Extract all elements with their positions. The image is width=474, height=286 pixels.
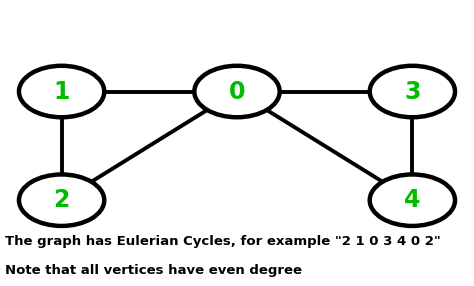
Circle shape — [19, 174, 104, 226]
Text: 2: 2 — [54, 188, 70, 212]
Text: 3: 3 — [404, 80, 420, 104]
Text: Note that all vertices have even degree: Note that all vertices have even degree — [5, 264, 302, 277]
Circle shape — [194, 66, 280, 117]
Circle shape — [370, 174, 455, 226]
Circle shape — [370, 66, 455, 117]
Text: 4: 4 — [404, 188, 420, 212]
Text: 0: 0 — [229, 80, 245, 104]
Circle shape — [19, 66, 104, 117]
Text: The graph has Eulerian Cycles, for example "2 1 0 3 4 0 2": The graph has Eulerian Cycles, for examp… — [5, 235, 440, 248]
Text: 1: 1 — [54, 80, 70, 104]
